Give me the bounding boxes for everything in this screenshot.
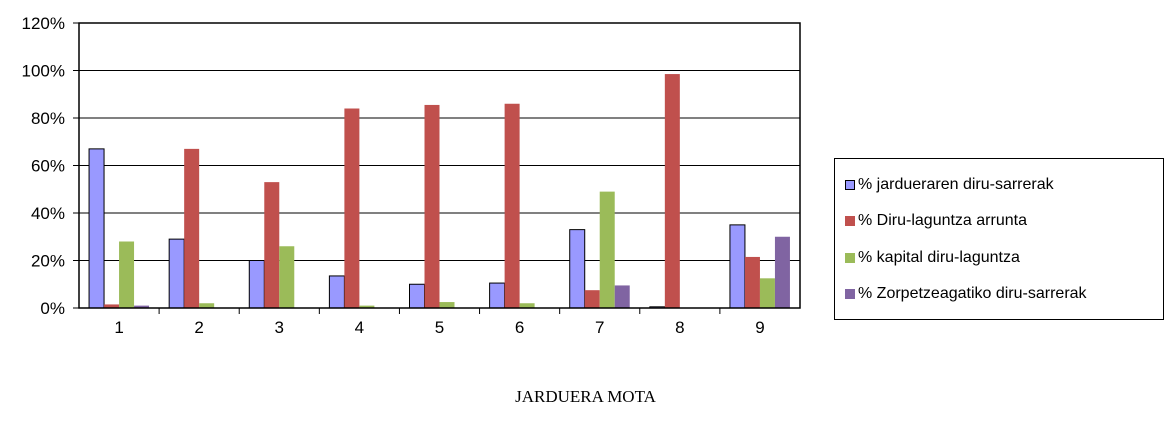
legend-label: % Diru-laguntza arrunta — [858, 212, 1027, 229]
bar — [729, 224, 746, 309]
bar — [519, 303, 535, 308]
y-tick-label: 20% — [31, 252, 65, 271]
legend-label: % Zorpetzeagatiko diru-sarrerak — [858, 285, 1087, 302]
x-tick-label: 7 — [595, 318, 604, 337]
bar — [104, 304, 120, 308]
bar — [359, 305, 375, 308]
legend-swatch — [845, 180, 855, 190]
x-tick-label: 5 — [435, 318, 444, 337]
bar — [599, 191, 615, 308]
y-tick-label: 60% — [31, 157, 65, 176]
x-tick-label: 9 — [755, 318, 764, 337]
legend: % jardueraren diru-sarrerak % Diru-lagun… — [834, 158, 1164, 320]
bar — [279, 246, 295, 308]
x-tick-label: 3 — [275, 318, 284, 337]
x-tick-label: 4 — [355, 318, 364, 337]
legend-swatch — [845, 253, 855, 263]
legend-item-zorpetze: % Zorpetzeagatiko diru-sarrerak — [845, 283, 1087, 305]
bar — [409, 283, 425, 309]
y-tick-label: 80% — [31, 109, 65, 128]
bar — [759, 278, 775, 308]
legend-label: % kapital diru-laguntza — [858, 249, 1020, 266]
x-tick-label: 8 — [675, 318, 684, 337]
bar — [424, 104, 440, 308]
bar — [168, 238, 185, 309]
bar — [88, 148, 105, 309]
x-axis-ticks: 1 2 3 4 5 6 7 8 9 — [114, 308, 765, 337]
bar — [489, 282, 506, 309]
y-tick-label: 100% — [22, 62, 65, 81]
y-tick-label: 0% — [40, 299, 65, 318]
bars — [88, 74, 790, 309]
bar — [774, 236, 790, 308]
bar — [184, 148, 200, 308]
x-axis-title: JARDUERA MOTA — [515, 387, 656, 406]
bar — [344, 108, 360, 308]
y-axis-ticks: 0% 20% 40% 60% 80% 100% 120% — [22, 14, 79, 318]
bar — [248, 260, 265, 309]
y-tick-label: 120% — [22, 14, 65, 33]
bar — [569, 229, 586, 309]
bar — [328, 275, 345, 309]
bar — [614, 285, 630, 308]
y-tick-label: 40% — [31, 204, 65, 223]
bar — [264, 182, 280, 308]
legend-swatch — [845, 289, 855, 299]
legend-swatch — [845, 216, 855, 226]
x-tick-label: 1 — [114, 318, 123, 337]
x-tick-label: 6 — [515, 318, 524, 337]
bar — [134, 305, 150, 308]
bar — [744, 256, 760, 308]
legend-item-kapital: % kapital diru-laguntza — [845, 247, 1020, 269]
x-tick-label: 2 — [194, 318, 203, 337]
legend-label: % jardueraren diru-sarrerak — [858, 176, 1054, 193]
bar — [504, 103, 520, 308]
bar — [119, 241, 135, 308]
legend-item-jarduera: % jardueraren diru-sarrerak — [845, 174, 1054, 196]
bar — [664, 74, 680, 308]
bar — [584, 290, 600, 308]
legend-item-diru-laguntza-arrunta: % Diru-laguntza arrunta — [845, 210, 1027, 232]
bar — [439, 302, 455, 308]
bar — [199, 303, 215, 308]
